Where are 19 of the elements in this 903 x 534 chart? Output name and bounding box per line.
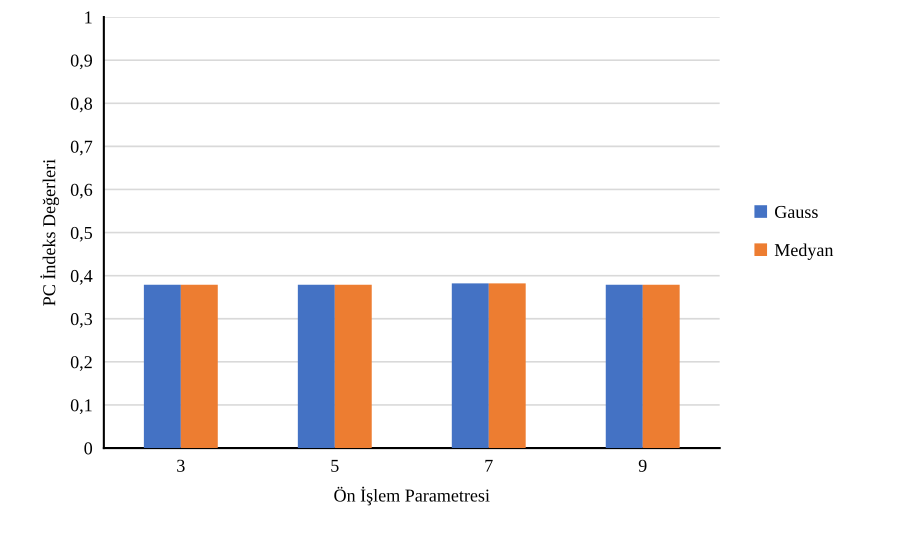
y-tick-label: 0,7 <box>70 140 92 156</box>
x-tick-label: 5 <box>331 460 339 472</box>
y-tick-label: 0,8 <box>70 98 92 112</box>
x-axis-title: Ön İşlem Parametresi <box>334 486 490 506</box>
legend-label: Gauss <box>775 206 818 218</box>
y-tick-label: 0,1 <box>70 399 92 414</box>
y-tick-label: 0 <box>84 442 92 454</box>
y-tick-label: 1 <box>85 11 92 24</box>
legend-label: Medyan <box>774 243 834 260</box>
y-axis-title: PC İndeks Değerleri <box>40 159 60 306</box>
x-tick-label: 3 <box>177 460 185 472</box>
y-tick-label: 0,6 <box>70 184 92 199</box>
y-tick-label: 0,9 <box>70 54 92 70</box>
x-tick-label: 7 <box>485 460 493 472</box>
y-tick-label: 0,5 <box>70 226 92 242</box>
y-tick-label: 0,2 <box>70 356 92 371</box>
y-tick-label: 0,3 <box>70 313 92 328</box>
x-tick-label: 9 <box>638 460 646 472</box>
y-tick-label: 0,4 <box>70 270 92 285</box>
